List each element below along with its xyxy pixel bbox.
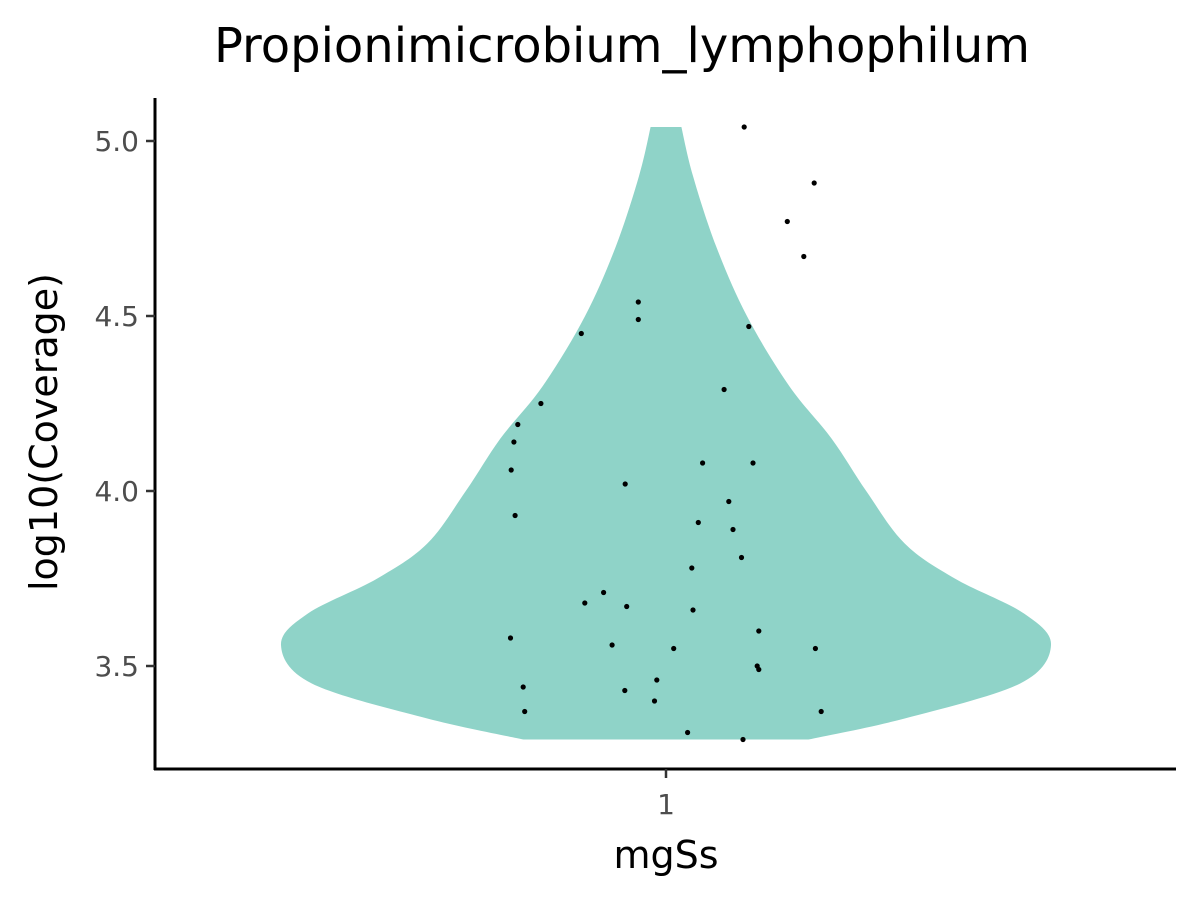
data-point [651, 698, 658, 704]
data-point [507, 635, 514, 641]
data-point [522, 708, 528, 715]
plot-area [280, 124, 1052, 743]
data-point [738, 554, 745, 561]
x-axis-ticks: 1 [657, 769, 675, 821]
data-point [700, 460, 706, 466]
data-point [654, 677, 660, 683]
y-tick-label: 4.0 [94, 475, 139, 508]
data-point [578, 330, 584, 337]
y-axis-ticks: 3.5 4.0 4.5 5.0 [94, 125, 155, 683]
data-point [756, 628, 762, 634]
data-point [721, 386, 727, 393]
data-point [609, 642, 615, 648]
data-point [750, 460, 756, 466]
data-point [689, 565, 695, 571]
data-point [538, 400, 544, 407]
data-point [818, 708, 824, 715]
data-point [622, 687, 628, 694]
data-point [635, 299, 641, 305]
x-axis-title: mgSs [613, 833, 718, 877]
data-point [756, 666, 762, 673]
y-tick-label: 5.0 [94, 125, 139, 158]
data-point [671, 645, 677, 652]
data-point [601, 589, 607, 596]
data-point [685, 729, 691, 736]
data-point [511, 439, 517, 445]
data-point [812, 645, 819, 652]
data-point [740, 736, 746, 743]
y-tick-label: 3.5 [94, 650, 139, 683]
data-point [582, 600, 588, 606]
data-point [624, 603, 630, 610]
data-point [784, 218, 790, 225]
data-point [622, 481, 628, 487]
x-tick-label: 1 [657, 788, 675, 821]
data-point [512, 512, 518, 519]
data-point [741, 124, 747, 130]
data-point [695, 519, 701, 526]
data-point [746, 323, 752, 330]
data-point [811, 180, 817, 186]
y-axis-title: log10(Coverage) [22, 273, 66, 591]
data-point [690, 607, 696, 613]
data-point [726, 498, 732, 505]
data-point [730, 526, 736, 533]
chart-title: Propionimicrobium_lymphophilum [214, 18, 1030, 74]
y-tick-label: 4.5 [94, 300, 139, 333]
data-point [635, 316, 641, 323]
violin-body [280, 127, 1052, 740]
data-point [801, 253, 807, 260]
data-point [515, 421, 521, 428]
data-point [520, 684, 526, 690]
data-point [508, 467, 514, 473]
